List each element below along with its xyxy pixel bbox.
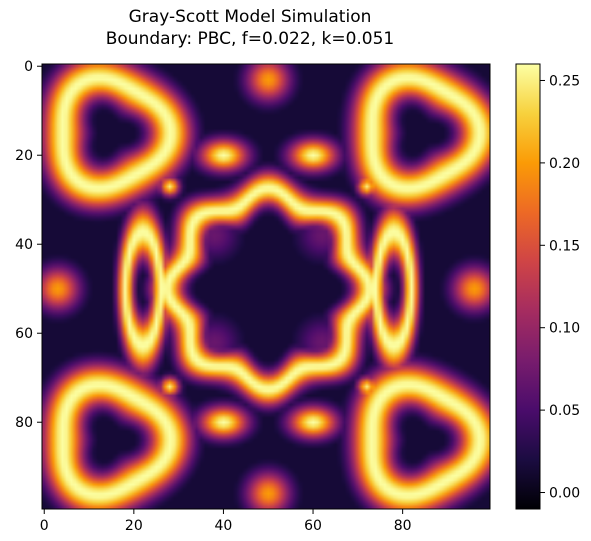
colorbar-gradient: [516, 64, 540, 509]
chart-title-block: Gray-Scott Model Simulation Boundary: PB…: [0, 6, 500, 50]
colorbar-frame: [515, 63, 541, 510]
colorbar-ticks: 0.00 0.05 0.10 0.15 0.20 0.25: [540, 73, 580, 502]
colorbar-tick-label: 0.10: [549, 321, 580, 337]
colorbar-tick-label: 0.15: [549, 238, 580, 254]
colorbar-tick-label: 0.25: [549, 73, 580, 89]
colorbar-tick-label: 0.00: [549, 486, 580, 502]
y-tick-label: 40: [15, 237, 33, 253]
plot-frame: [41, 63, 491, 510]
chart-subtitle: Boundary: PBC, f=0.022, k=0.051: [105, 29, 395, 49]
y-tick-label: 60: [15, 326, 33, 342]
x-tick-label: 80: [394, 518, 412, 534]
x-tick-label: 0: [40, 518, 49, 534]
y-tick-label: 0: [24, 59, 33, 75]
y-tick-label: 80: [15, 415, 33, 431]
colorbar: 0.00 0.05 0.10 0.15 0.20 0.25: [515, 63, 580, 510]
x-tick-label: 20: [125, 518, 143, 534]
chart-title: Gray-Scott Model Simulation: [128, 7, 372, 27]
plot-area: [41, 63, 491, 510]
colorbar-tick-label: 0.05: [549, 403, 580, 419]
x-axis: 0 20 40 60 80: [40, 509, 412, 534]
x-tick-label: 40: [215, 518, 233, 534]
y-tick-label: 20: [15, 148, 33, 164]
y-axis: 0 20 40 60 80: [15, 59, 42, 431]
colorbar-tick-label: 0.20: [549, 156, 580, 172]
heatmap-image: [42, 64, 490, 509]
x-tick-label: 60: [304, 518, 322, 534]
